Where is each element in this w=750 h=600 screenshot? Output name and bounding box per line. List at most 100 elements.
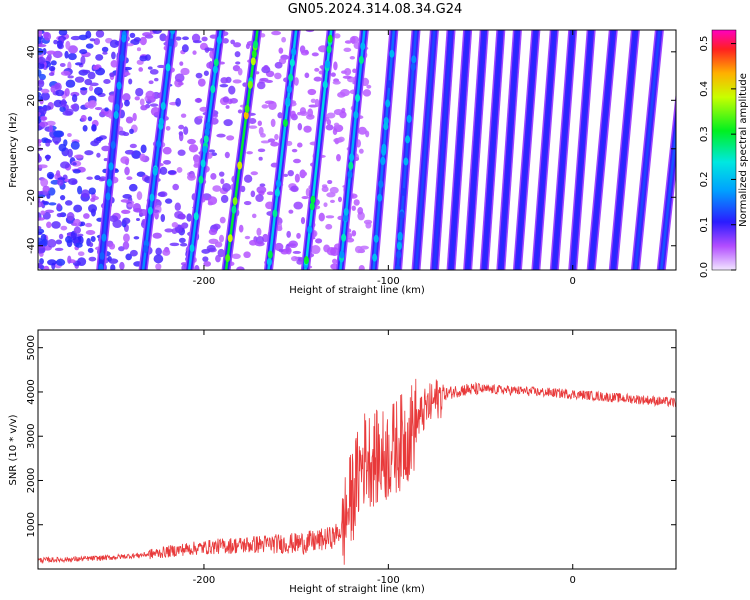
noise-blob xyxy=(167,170,177,175)
noise-blob xyxy=(90,236,96,243)
noise-blob xyxy=(60,70,71,76)
noise-blob xyxy=(95,136,104,142)
noise-blob xyxy=(47,239,57,248)
noise-blob xyxy=(180,242,188,247)
noise-blob xyxy=(283,173,289,178)
noise-blob xyxy=(303,125,312,133)
noise-blob xyxy=(73,218,81,227)
noise-blob xyxy=(140,144,147,154)
noise-blob xyxy=(250,171,259,176)
noise-blob xyxy=(292,158,302,164)
noise-blob xyxy=(169,242,180,247)
noise-blob xyxy=(288,240,298,249)
noise-blob xyxy=(354,245,363,254)
snr-y-ticks: 1000 2000 3000 4000 5000 xyxy=(26,335,676,537)
stripe-core xyxy=(634,30,661,270)
noise-blob xyxy=(38,225,42,230)
noise-blob xyxy=(122,93,131,102)
y-tick-label: -40 xyxy=(26,238,37,254)
noise-blob xyxy=(64,87,70,97)
stripe-peak xyxy=(204,128,210,137)
noise-blob xyxy=(341,107,346,114)
noise-blob xyxy=(192,50,197,55)
stripe-peak xyxy=(303,256,309,265)
noise-blob xyxy=(77,251,85,257)
noise-blob xyxy=(174,202,181,211)
noise-blob xyxy=(234,51,241,58)
noise-blob xyxy=(148,80,154,85)
noise-blob xyxy=(246,151,253,155)
stripe-peak xyxy=(289,58,295,67)
noise-blob xyxy=(266,191,274,196)
noise-blob xyxy=(294,173,300,183)
noise-blob xyxy=(302,171,308,177)
noise-blob xyxy=(160,213,166,223)
stripe-peak xyxy=(377,193,383,202)
noise-blob xyxy=(271,30,282,36)
noise-blob xyxy=(53,130,63,138)
noise-blob xyxy=(162,146,172,155)
noise-blob xyxy=(84,102,92,109)
noise-blob xyxy=(229,98,238,104)
noise-blob xyxy=(50,60,57,66)
noise-blob xyxy=(297,257,303,262)
noise-blob xyxy=(56,203,62,211)
noise-blob xyxy=(64,200,73,206)
noise-blob xyxy=(86,176,93,180)
noise-blob xyxy=(109,72,115,77)
noise-blob xyxy=(79,49,88,55)
stripe-peak xyxy=(243,111,249,120)
noise-blob xyxy=(102,51,108,55)
noise-blob xyxy=(180,67,190,76)
noise-blob xyxy=(365,221,372,229)
noise-blob xyxy=(125,253,133,261)
noise-blob xyxy=(223,119,233,127)
noise-blob xyxy=(301,195,309,200)
stripe-peak xyxy=(143,245,149,254)
stripe-peak xyxy=(121,34,127,43)
noise-blob xyxy=(101,46,109,53)
stripe-peak xyxy=(232,197,238,206)
noise-blob xyxy=(121,209,128,214)
noise-blob xyxy=(270,118,276,128)
noise-blob xyxy=(133,37,141,42)
noise-blob xyxy=(214,241,223,248)
stripe-peak xyxy=(347,170,353,179)
noise-blob xyxy=(48,65,56,72)
noise-blob xyxy=(178,132,184,142)
snr-frame xyxy=(37,329,677,570)
noise-blob xyxy=(325,223,333,230)
stripe-peak xyxy=(98,263,104,270)
noise-blob xyxy=(149,69,159,75)
noise-blob xyxy=(46,221,52,229)
noise-blob xyxy=(91,124,97,132)
noise-blob xyxy=(311,52,319,57)
stripe-peak xyxy=(158,117,164,126)
noise-blob xyxy=(139,153,146,162)
noise-blob xyxy=(323,202,328,208)
noise-blob xyxy=(281,36,287,43)
stripe-peak xyxy=(152,167,158,176)
stripe-peak xyxy=(380,157,386,166)
stripe-peak xyxy=(410,62,416,71)
stripe-core xyxy=(433,30,453,270)
noise-blob xyxy=(256,81,266,90)
noise-blob xyxy=(294,77,299,86)
noise-blob xyxy=(129,143,137,149)
noise-blob xyxy=(220,178,225,185)
noise-blob xyxy=(89,100,97,108)
noise-blob xyxy=(109,215,119,222)
noise-blob xyxy=(300,216,306,225)
noise-blob xyxy=(164,198,173,204)
noise-blob xyxy=(38,143,42,147)
noise-blob xyxy=(177,81,184,86)
noise-blob xyxy=(332,258,338,264)
stripe-peak xyxy=(165,63,171,72)
noise-blob xyxy=(64,50,69,59)
noise-blob xyxy=(132,112,137,122)
stripe-peak xyxy=(358,56,364,65)
stripe-peak xyxy=(149,193,155,202)
noise-blob xyxy=(58,30,68,36)
noise-blob xyxy=(277,222,283,230)
